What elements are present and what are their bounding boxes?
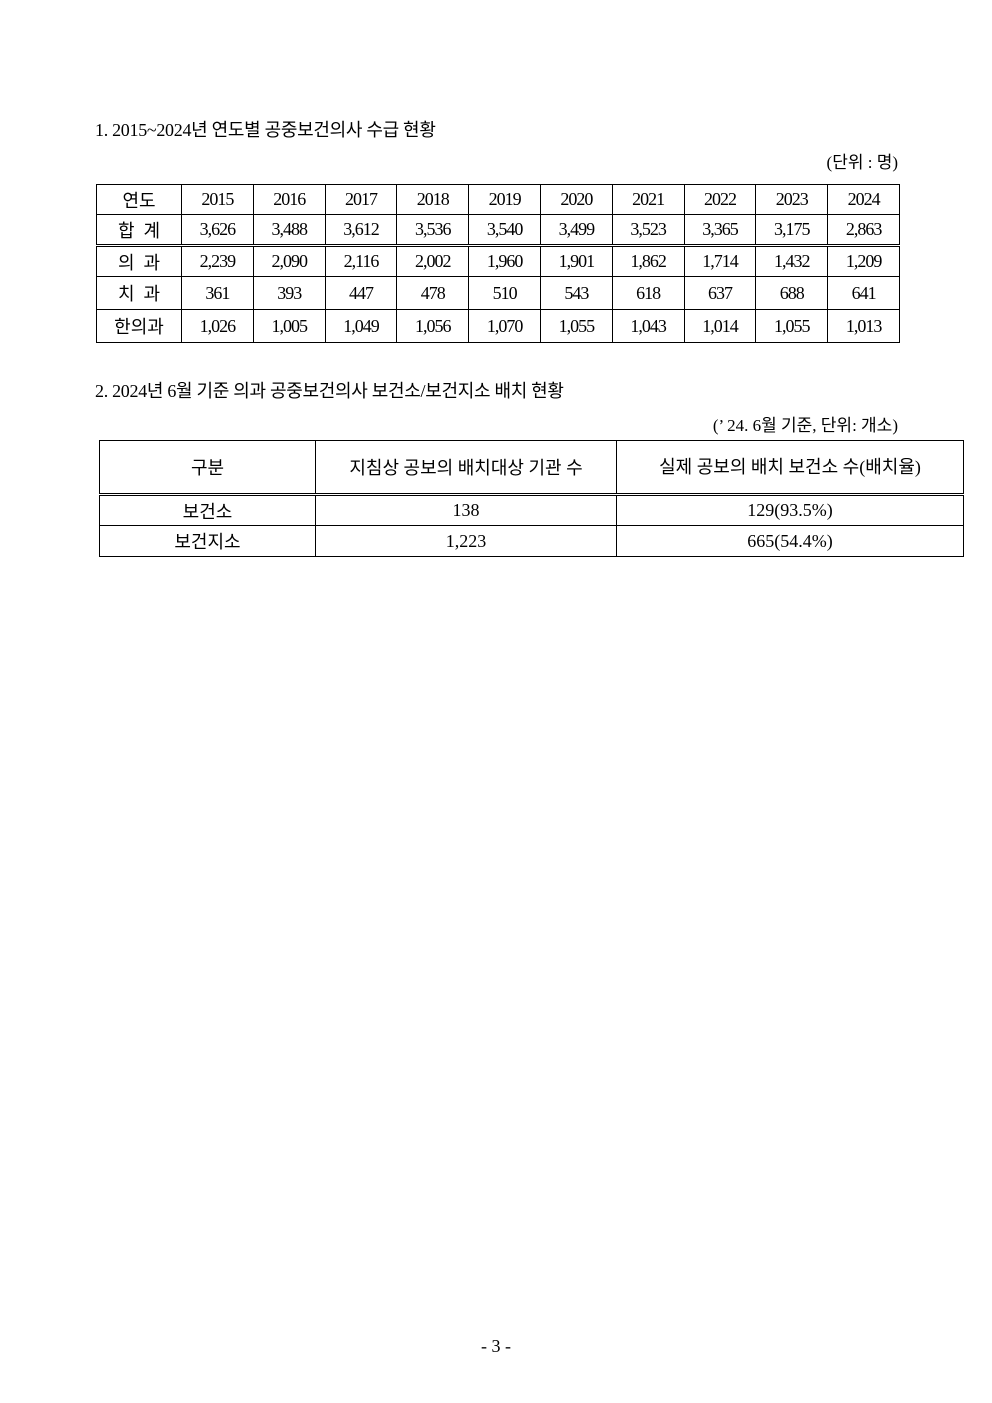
header-cell: 2020 xyxy=(539,184,613,215)
table-cell: 3,175 xyxy=(755,214,829,247)
table-cell: 1,026 xyxy=(181,309,254,343)
table-cell: 510 xyxy=(468,276,541,310)
table-row: 합 계 3,626 3,488 3,612 3,536 3,540 3,499 3,523 3,… xyxy=(96,214,900,247)
table-cell: 637 xyxy=(683,276,757,310)
table-cell: 3,488 xyxy=(252,214,326,247)
table-cell: 3,540 xyxy=(468,214,541,247)
table-cell: 1,862 xyxy=(611,245,685,277)
header-cell: 실제 공보의 배치 보건소 수(배치율) xyxy=(616,440,964,496)
table-cell: 1,013 xyxy=(827,309,900,343)
table-cell: 393 xyxy=(252,276,326,310)
table-cell: 1,714 xyxy=(683,245,757,277)
table-row: 치 과 361 393 447 478 510 543 618 637 688 641 xyxy=(96,276,900,310)
table-cell: 2,239 xyxy=(181,245,254,277)
table-cell: 2,116 xyxy=(324,245,398,277)
table-cell: 3,523 xyxy=(611,214,685,247)
table-cell: 3,626 xyxy=(181,214,254,247)
table-cell: 129(93.5%) xyxy=(616,494,964,526)
header-cell: 2023 xyxy=(755,184,829,215)
supply-table: 연도 2015 2016 2017 2018 2019 2020 2021 2022 2023 20… xyxy=(96,184,900,343)
table-cell: 688 xyxy=(755,276,829,310)
header-cell: 2019 xyxy=(468,184,541,215)
table-cell: 1,049 xyxy=(324,309,398,343)
header-cell: 지침상 공보의 배치대상 기관 수 xyxy=(315,440,617,496)
header-cell: 구분 xyxy=(99,440,316,496)
header-cell: 2016 xyxy=(252,184,326,215)
row-label: 치 과 xyxy=(96,276,182,310)
row-label: 의 과 xyxy=(96,245,182,277)
header-cell: 2015 xyxy=(181,184,254,215)
table-cell: 618 xyxy=(611,276,685,310)
table-row: 의 과 2,239 2,090 2,116 2,002 1,960 1,901 1,862 1,… xyxy=(96,245,900,277)
table-cell: 2,090 xyxy=(252,245,326,277)
table-cell: 3,536 xyxy=(396,214,470,247)
row-label: 보건소 xyxy=(99,494,316,526)
table-row: 보건지소 1,223 665(54.4%) xyxy=(99,525,964,557)
table-cell: 3,612 xyxy=(324,214,398,247)
table-row: 보건소 138 129(93.5%) xyxy=(99,494,964,526)
table-cell: 641 xyxy=(827,276,900,310)
table-cell: 138 xyxy=(315,494,617,526)
table-cell: 2,863 xyxy=(827,214,900,247)
section1-unit: (단위 : 명) xyxy=(826,153,898,172)
header-cell: 2018 xyxy=(396,184,470,215)
table-cell: 1,223 xyxy=(315,525,617,557)
placement-table: 구분 지침상 공보의 배치대상 기관 수 실제 공보의 배치 보건소 수(배치율) 보… xyxy=(99,440,964,557)
table-cell: 1,209 xyxy=(827,245,900,277)
table-cell: 447 xyxy=(324,276,398,310)
row-label: 한의과 xyxy=(96,309,182,343)
table-cell: 1,960 xyxy=(468,245,541,277)
table-cell: 1,055 xyxy=(539,309,613,343)
table-cell: 1,055 xyxy=(755,309,829,343)
page-number: - 3 - xyxy=(481,1336,511,1356)
table-cell: 1,043 xyxy=(611,309,685,343)
row-label: 합 계 xyxy=(96,214,182,247)
table-cell: 665(54.4%) xyxy=(616,525,964,557)
table-cell: 2,002 xyxy=(396,245,470,277)
section1-title: 1. 2015~2024년 연도별 공중보건의사 수급 현황 xyxy=(95,120,436,140)
table-cell: 1,056 xyxy=(396,309,470,343)
table-cell: 1,005 xyxy=(252,309,326,343)
header-cell: 2024 xyxy=(827,184,900,215)
table-cell: 3,499 xyxy=(539,214,613,247)
table-cell: 1,432 xyxy=(755,245,829,277)
header-cell: 2017 xyxy=(324,184,398,215)
table-cell: 3,365 xyxy=(683,214,757,247)
section2-unit: (’ 24. 6월 기준, 단위: 개소) xyxy=(712,416,898,435)
table-cell: 1,014 xyxy=(683,309,757,343)
header-row: 연도 2015 2016 2017 2018 2019 2020 2021 2022 2023 20… xyxy=(96,184,900,215)
table-cell: 361 xyxy=(181,276,254,310)
table-row: 한의과 1,026 1,005 1,049 1,056 1,070 1,055 1,043 1,… xyxy=(96,309,900,343)
table-cell: 1,070 xyxy=(468,309,541,343)
table-cell: 478 xyxy=(396,276,470,310)
header-row: 구분 지침상 공보의 배치대상 기관 수 실제 공보의 배치 보건소 수(배치율) xyxy=(99,440,964,496)
header-cell: 2022 xyxy=(683,184,757,215)
table-cell: 1,901 xyxy=(539,245,613,277)
header-cell: 연도 xyxy=(96,184,182,215)
header-cell: 2021 xyxy=(611,184,685,215)
table-cell: 543 xyxy=(539,276,613,310)
section2-title: 2. 2024년 6월 기준 의과 공중보건의사 보건소/보건지소 배치 현황 xyxy=(95,381,564,401)
row-label: 보건지소 xyxy=(99,525,316,557)
